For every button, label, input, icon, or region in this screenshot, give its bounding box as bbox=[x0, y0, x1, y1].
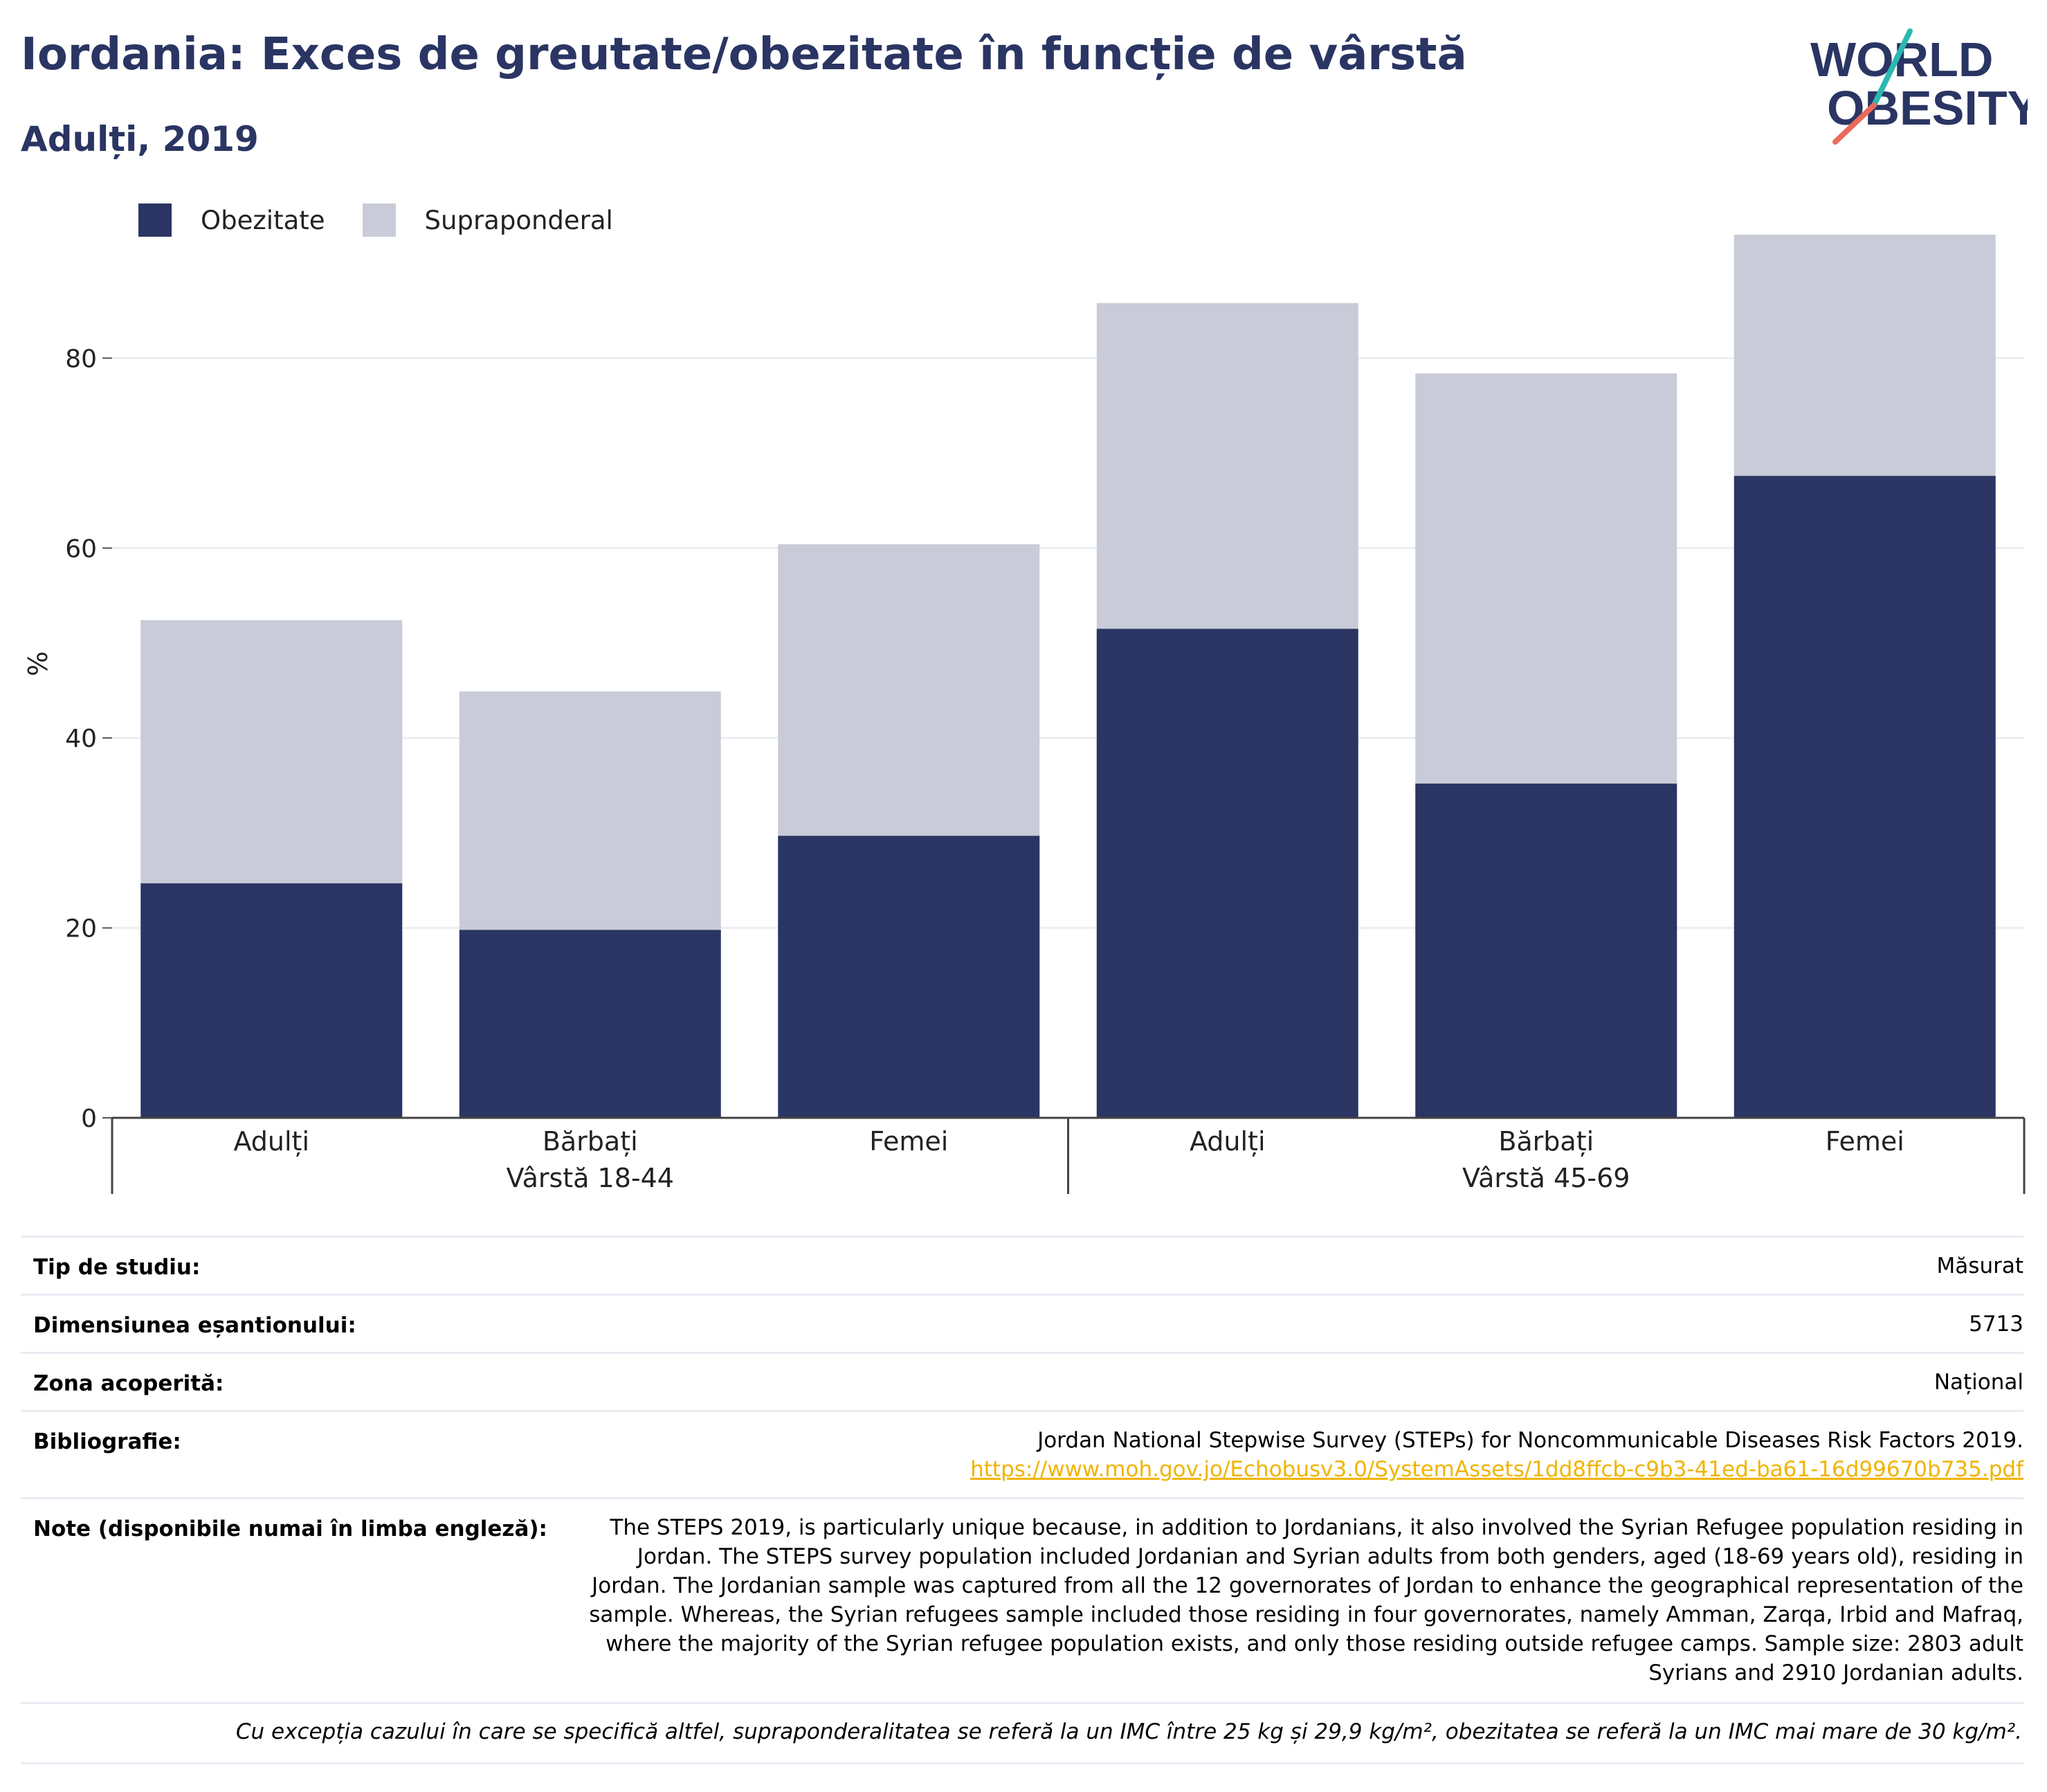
sample-size-label: Dimensiunea eșantionului: bbox=[33, 1313, 356, 1338]
legend-label-overweight: Supraponderal bbox=[424, 205, 613, 235]
bar-overweight bbox=[1415, 373, 1677, 784]
x-tick-label: Bărbați bbox=[1498, 1126, 1594, 1157]
bar-overweight bbox=[459, 691, 721, 930]
bar-overweight bbox=[140, 620, 403, 884]
logo-text-world: WORLD bbox=[1810, 33, 1993, 87]
meta-row-bibliography: Bibliografie: Jordan National Stepwise S… bbox=[21, 1410, 2023, 1499]
area-label: Zona acoperită: bbox=[33, 1371, 224, 1396]
meta-row-sample: Dimensiunea eșantionului: 5713 bbox=[21, 1294, 2023, 1354]
x-tick-label: Bărbați bbox=[543, 1126, 638, 1157]
x-group-label: Vârstă 18-44 bbox=[507, 1163, 674, 1193]
bar-obesity bbox=[1734, 476, 1996, 1118]
x-group-label: Vârstă 45-69 bbox=[1462, 1163, 1630, 1193]
notes-line: Syrians and 2910 Jordanian adults. bbox=[1648, 1660, 2023, 1685]
notes-line: The STEPS 2019, is particularly unique b… bbox=[610, 1515, 2023, 1540]
notes-line: Jordan. The Jordanian sample was capture… bbox=[592, 1573, 2023, 1598]
y-tick-label: 20 bbox=[65, 915, 97, 943]
meta-row-footnote: Cu excepția cazului în care se specifică… bbox=[21, 1702, 2023, 1764]
bar-obesity bbox=[1415, 784, 1677, 1118]
notes-line: sample. Whereas, the Syrian refugees sam… bbox=[589, 1602, 2023, 1627]
study-type-value: Măsurat bbox=[1936, 1254, 2023, 1278]
definition-footnote: Cu excepția cazului în care se specifică… bbox=[235, 1719, 2022, 1744]
bar-obesity bbox=[1096, 628, 1358, 1118]
bar-obesity bbox=[140, 883, 403, 1118]
notes-label: Note (disponibile numai în limba engleză… bbox=[33, 1517, 547, 1541]
y-tick-label: 40 bbox=[65, 725, 97, 753]
legend-item-obesity[interactable]: Obezitate bbox=[138, 203, 325, 237]
x-tick-label: Adulți bbox=[233, 1126, 309, 1157]
bar-overweight bbox=[1734, 235, 1996, 476]
sample-size-value: 5713 bbox=[1969, 1312, 2023, 1337]
meta-row-notes: Note (disponibile numai în limba engleză… bbox=[21, 1497, 2023, 1704]
bibliography-value: Jordan National Stepwise Survey (STEPs) … bbox=[970, 1426, 2023, 1484]
legend-swatch-overweight bbox=[362, 203, 396, 237]
study-type-label: Tip de studiu: bbox=[33, 1255, 201, 1280]
bar-obesity bbox=[459, 930, 721, 1118]
meta-row-area: Zona acoperită: Național bbox=[21, 1352, 2023, 1412]
chart-legend: Obezitate Supraponderal bbox=[138, 203, 651, 237]
legend-label-obesity: Obezitate bbox=[201, 205, 325, 235]
y-axis-label: % bbox=[23, 651, 53, 676]
logo-text-obesity: OBESITY bbox=[1827, 81, 2028, 135]
bar-obesity bbox=[778, 835, 1040, 1118]
y-tick-label: 80 bbox=[65, 345, 97, 373]
world-obesity-logo: WORLD OBESITY bbox=[1810, 28, 2028, 145]
x-tick-label: Adulți bbox=[1190, 1126, 1266, 1157]
y-tick-label: 60 bbox=[65, 535, 97, 563]
stacked-bar-chart: 0 20 40 60 80% Adulți Bărbați Femei Adulți Bărbaț… bbox=[23, 235, 2026, 1194]
x-tick-label: Femei bbox=[1826, 1126, 1904, 1157]
notes-value: The STEPS 2019, is particularly unique b… bbox=[589, 1513, 2023, 1687]
chart-title: Iordania: Exces de greutate/obezitate în… bbox=[21, 29, 1467, 80]
notes-line: Jordan. The STEPS survey population incl… bbox=[637, 1544, 2023, 1569]
legend-item-overweight[interactable]: Supraponderal bbox=[362, 203, 613, 237]
bar-overweight bbox=[1096, 302, 1358, 629]
bar-overweight bbox=[778, 544, 1040, 836]
chart-subtitle: Adulți, 2019 bbox=[21, 119, 259, 159]
notes-line: where the majority of the Syrian refugee… bbox=[606, 1631, 2023, 1656]
area-value: Național bbox=[1934, 1370, 2023, 1395]
meta-row-study-type: Tip de studiu: Măsurat bbox=[21, 1236, 2023, 1296]
bibliography-link[interactable]: https://www.moh.gov.jo/Echobusv3.0/Syste… bbox=[970, 1457, 2023, 1482]
bibliography-text: Jordan National Stepwise Survey (STEPs) … bbox=[1037, 1428, 2023, 1453]
y-tick-label: 0 bbox=[81, 1105, 97, 1133]
legend-swatch-obesity bbox=[138, 203, 172, 237]
bibliography-label: Bibliografie: bbox=[33, 1429, 181, 1454]
x-tick-label: Femei bbox=[869, 1126, 948, 1157]
